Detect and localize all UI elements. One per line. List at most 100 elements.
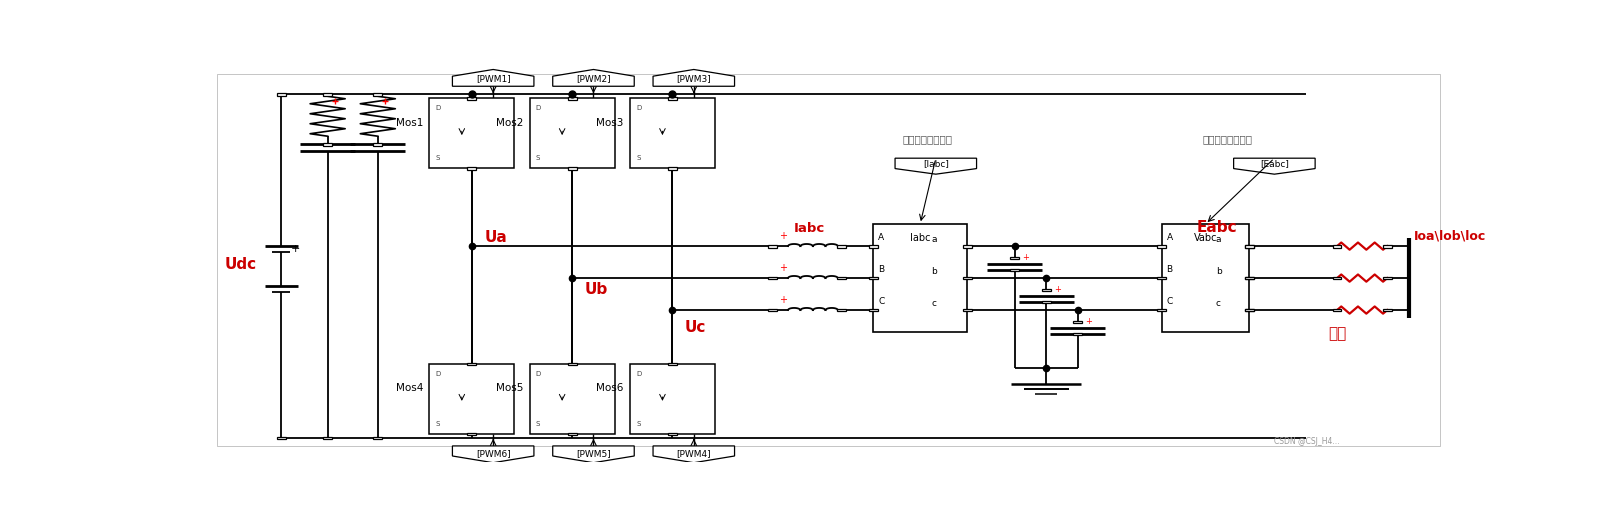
Bar	[568, 432, 576, 435]
Bar	[963, 309, 971, 311]
Text: D: D	[435, 371, 440, 377]
Text: Uc: Uc	[684, 320, 707, 335]
Text: b: b	[932, 267, 937, 276]
Text: S: S	[536, 421, 540, 427]
Bar	[769, 277, 777, 279]
Text: [PWM4]: [PWM4]	[676, 449, 710, 458]
Text: B: B	[879, 265, 885, 274]
Text: [Iabc]: [Iabc]	[922, 159, 948, 168]
Bar	[324, 436, 332, 439]
Text: +: +	[1053, 284, 1060, 294]
Text: a: a	[932, 235, 937, 244]
Bar	[963, 277, 971, 279]
Bar	[1244, 309, 1254, 311]
Bar	[374, 143, 382, 146]
Text: [Eabc]: [Eabc]	[1260, 159, 1290, 168]
Text: S: S	[435, 421, 440, 427]
Text: c: c	[1217, 299, 1222, 308]
Text: 采集三相电感电流: 采集三相电感电流	[901, 134, 951, 144]
Bar	[324, 143, 332, 146]
Bar	[838, 309, 846, 311]
Text: Mos1: Mos1	[395, 118, 422, 128]
Bar	[1042, 301, 1050, 304]
Text: Eabc: Eabc	[1197, 220, 1238, 235]
Bar	[1383, 245, 1391, 248]
FancyBboxPatch shape	[217, 74, 1440, 446]
Bar	[1244, 277, 1254, 279]
Polygon shape	[654, 70, 735, 86]
Text: [PWM5]: [PWM5]	[576, 449, 612, 458]
Bar	[1244, 245, 1254, 248]
Bar	[1244, 309, 1254, 311]
Bar	[668, 432, 676, 435]
Polygon shape	[553, 70, 634, 86]
Text: D: D	[536, 105, 540, 112]
Bar	[668, 363, 676, 365]
Bar	[1157, 277, 1167, 279]
Text: [PWM2]: [PWM2]	[576, 74, 610, 84]
Text: D: D	[636, 371, 641, 377]
Text: +: +	[291, 244, 301, 254]
Text: a: a	[1217, 235, 1222, 244]
Bar	[468, 167, 476, 170]
Text: +: +	[1023, 253, 1029, 262]
FancyBboxPatch shape	[429, 98, 515, 168]
Text: S: S	[435, 155, 440, 161]
Bar	[1073, 333, 1082, 335]
Bar	[769, 309, 777, 311]
Text: S: S	[636, 421, 641, 427]
Text: Mos2: Mos2	[495, 118, 523, 128]
Text: D: D	[536, 371, 540, 377]
Bar	[1244, 245, 1254, 248]
Bar	[324, 93, 332, 95]
Bar	[468, 432, 476, 435]
Bar	[1073, 321, 1082, 323]
Text: [PWM6]: [PWM6]	[476, 449, 511, 458]
Bar	[1157, 309, 1167, 311]
Text: B: B	[1167, 265, 1173, 274]
Text: D: D	[636, 105, 641, 112]
Text: A: A	[879, 233, 885, 242]
Text: Ua: Ua	[484, 230, 506, 245]
Bar	[869, 277, 877, 279]
Text: 采集三相电容电压: 采集三相电容电压	[1202, 134, 1252, 144]
Text: c: c	[932, 299, 937, 308]
Bar	[769, 245, 777, 248]
Bar	[668, 167, 676, 170]
FancyBboxPatch shape	[529, 364, 615, 434]
Text: C: C	[879, 297, 885, 306]
Bar	[1010, 257, 1019, 260]
Text: Udc: Udc	[225, 256, 257, 271]
Bar	[277, 93, 286, 95]
Text: Iabc: Iabc	[909, 233, 930, 243]
Text: S: S	[636, 155, 641, 161]
FancyBboxPatch shape	[629, 364, 715, 434]
Text: Mos6: Mos6	[595, 384, 623, 393]
Text: 负载: 负载	[1328, 326, 1346, 342]
Bar	[1157, 245, 1167, 248]
Bar	[1383, 309, 1391, 311]
Bar	[1244, 277, 1254, 279]
Text: +: +	[1086, 317, 1092, 325]
Bar	[1333, 277, 1341, 279]
Text: A: A	[1167, 233, 1173, 242]
Bar	[838, 245, 846, 248]
Polygon shape	[553, 446, 634, 463]
Bar	[1383, 277, 1391, 279]
Text: +: +	[778, 295, 786, 305]
Text: [PWM3]: [PWM3]	[676, 74, 712, 84]
Text: S: S	[536, 155, 540, 161]
Bar	[468, 363, 476, 365]
Bar	[869, 309, 877, 311]
Polygon shape	[895, 158, 977, 174]
Bar	[1333, 245, 1341, 248]
Text: Ub: Ub	[584, 282, 608, 297]
Bar	[838, 277, 846, 279]
Text: Mos5: Mos5	[495, 384, 523, 393]
Bar	[1010, 269, 1019, 271]
Text: C: C	[1167, 297, 1173, 306]
Bar	[568, 97, 576, 100]
Polygon shape	[453, 446, 534, 463]
Bar	[468, 97, 476, 100]
Bar	[668, 97, 676, 100]
